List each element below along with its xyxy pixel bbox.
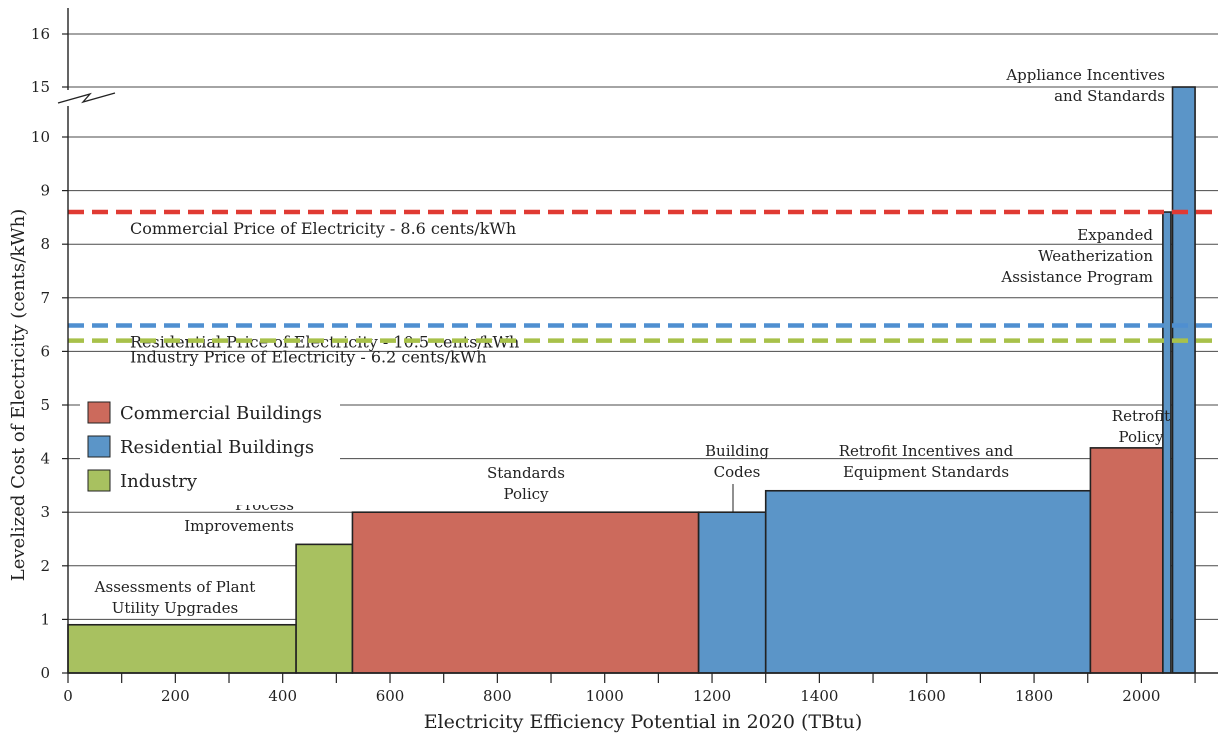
axis-break-marker <box>57 92 116 104</box>
x-tick-label: 600 <box>376 687 405 705</box>
x-tick-label: 1200 <box>693 687 731 705</box>
y-tick-label: 8 <box>40 235 50 253</box>
legend-label: Residential Buildings <box>120 437 314 458</box>
legend-swatch <box>87 401 111 424</box>
legend: Commercial Buildings Residential Building… <box>80 393 340 505</box>
y-tick-label: 6 <box>40 342 50 360</box>
reference-lines: Residential Price of Electricity - 10.5 … <box>68 209 1218 367</box>
x-tick-label: 1800 <box>1015 687 1053 705</box>
label-appliance: Appliance Incentives and Standards <box>1005 66 1165 105</box>
y-axis-label: Levelized Cost of Electricity (cents/kWh… <box>8 209 29 581</box>
legend-label: Commercial Buildings <box>120 403 322 424</box>
grid-lines <box>68 33 1218 620</box>
reference-line-label: Industry Price of Electricity - 6.2 cent… <box>130 348 487 367</box>
y-tick-label: 0 <box>40 664 50 682</box>
x-tick-label: 800 <box>483 687 512 705</box>
block-bar <box>1089 447 1164 674</box>
label-weatherization: Expanded Weatherization Assistance Program <box>1000 226 1153 286</box>
y-tick-label: 9 <box>40 182 50 200</box>
axis-break-mask <box>54 90 124 106</box>
legend-label: Industry <box>120 471 198 492</box>
y-tick-label: 16 <box>31 25 50 43</box>
y-tick-label: 4 <box>40 450 50 468</box>
reference-line-label: Residential Price of Electricity - 10.5 … <box>130 333 519 352</box>
x-tick-label: 1600 <box>908 687 946 705</box>
y-tick-label: 10 <box>31 128 50 146</box>
chart-blocks <box>67 86 1196 674</box>
x-tick-label: 1400 <box>800 687 838 705</box>
y-tick-label: 2 <box>40 557 50 575</box>
legend-swatch <box>87 469 111 492</box>
y-tick-label: 3 <box>40 503 50 521</box>
x-tick-label: 1000 <box>586 687 624 705</box>
y-tick-label: 1 <box>40 610 50 628</box>
x-tick-label: 200 <box>161 687 190 705</box>
x-tick-label: 2000 <box>1122 687 1160 705</box>
label-standards-policy: Standards Policy <box>487 464 565 503</box>
label-retrofit-policy: Retrofit Policy <box>1112 407 1170 446</box>
block-bar <box>295 543 354 674</box>
y-tick-label: 5 <box>40 396 50 414</box>
x-tick-label: 400 <box>268 687 297 705</box>
block-bar <box>1162 211 1172 674</box>
y-tick-label: 15 <box>31 78 50 96</box>
block-bar <box>67 623 297 674</box>
y-tick-label: 7 <box>40 289 50 307</box>
axes: 0 200 400 600 800 1000 1200 1400 1600 1800 2000 0 1 2… <box>31 8 1218 705</box>
label-retrofit-incentives: Retrofit Incentives and Equipment Standar… <box>839 442 1014 481</box>
label-building-codes: Building Codes <box>705 442 769 481</box>
legend-background <box>80 393 340 505</box>
block-bar <box>697 511 767 674</box>
block-bar <box>1171 86 1196 674</box>
label-assessments: Assessments of Plant Utility Upgrades <box>94 578 256 617</box>
reference-line-label: Commercial Price of Electricity - 8.6 ce… <box>130 219 516 238</box>
legend-swatch <box>87 435 111 458</box>
x-axis-label: Electricity Efficiency Potential in 2020… <box>424 711 863 733</box>
block-bar <box>764 489 1092 674</box>
x-tick-label: 0 <box>63 687 73 705</box>
block-bar <box>351 511 700 674</box>
